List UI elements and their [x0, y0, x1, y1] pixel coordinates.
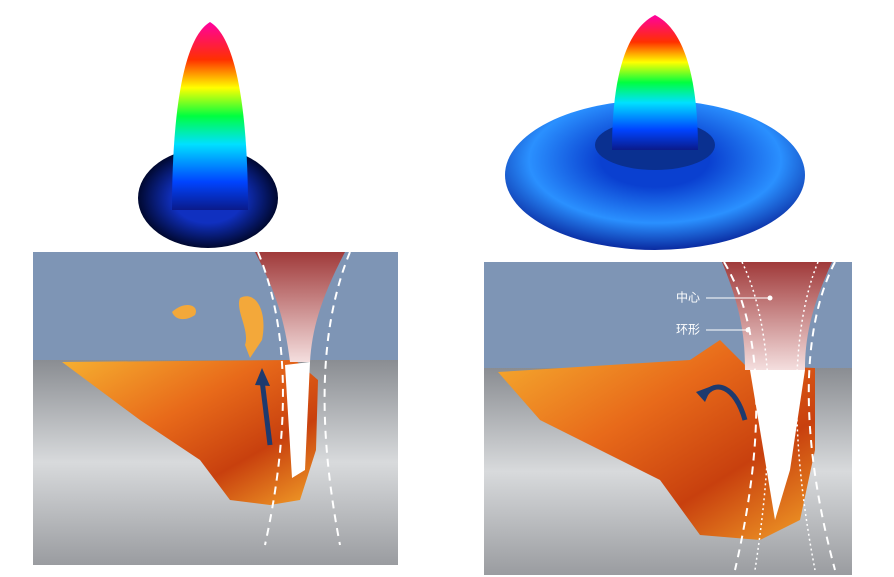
flow-arrow: [259, 379, 273, 446]
beam: [722, 262, 832, 370]
melt-pool: [62, 360, 318, 505]
keyhole: [750, 370, 805, 520]
leader-dot: [767, 295, 773, 301]
leader-dot: [745, 327, 751, 333]
label-ring: 环形: [676, 323, 700, 337]
keyhole: [285, 362, 310, 478]
ring-profile: [505, 100, 805, 250]
beam-boundary: [257, 251, 351, 546]
label-center: 中心: [676, 290, 700, 305]
spatter: [172, 296, 264, 358]
profile-peak: [612, 15, 698, 150]
arrow-head: [696, 386, 712, 402]
arrow-head: [255, 368, 270, 386]
center-boundary: [741, 261, 819, 571]
beam: [255, 252, 345, 362]
melt-pool: [498, 340, 815, 540]
ring-boundary: [723, 261, 836, 571]
profile-peak: [172, 22, 248, 210]
